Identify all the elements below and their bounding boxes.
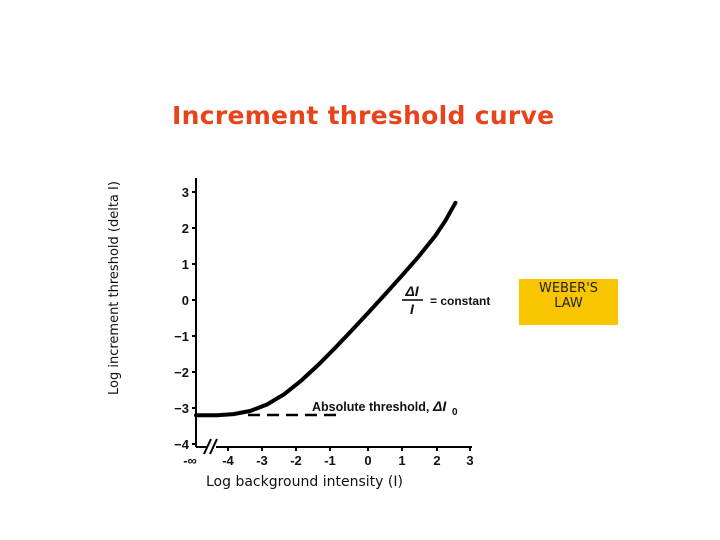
y-tick-label: 0 xyxy=(182,293,189,308)
axis-break-mark xyxy=(203,438,212,455)
x-tick-label: 2 xyxy=(433,453,440,468)
x-tick-label: -3 xyxy=(256,453,268,468)
y-tick-label: 3 xyxy=(182,185,189,200)
absolute-threshold-subscript: 0 xyxy=(452,407,458,418)
x-tick-label: -4 xyxy=(222,453,234,468)
weber-constant-text: = constant xyxy=(430,294,490,308)
ticks: 3 2 1 0 −1 −2 −3 −4-∞ -4 -3 -2 -1 0 1 2 3 xyxy=(174,185,473,468)
x-tick-label: 1 xyxy=(398,453,405,468)
threshold-curve xyxy=(194,200,458,418)
webers-law-callout: WEBER'S LAW xyxy=(519,279,618,325)
y-tick-label: −3 xyxy=(174,401,189,416)
y-tick-label: 1 xyxy=(182,257,189,272)
x-tick-label: -∞ xyxy=(183,453,197,468)
y-tick-label: 2 xyxy=(182,221,189,236)
x-tick-label: -1 xyxy=(324,453,336,468)
callout-line-2: LAW xyxy=(554,296,583,311)
weber-denominator: I xyxy=(410,301,415,317)
axis-break-mark xyxy=(209,438,218,455)
weber-numerator: ΔI xyxy=(404,283,419,299)
absolute-threshold-label: Absolute threshold, xyxy=(312,400,429,414)
x-tick-label: 0 xyxy=(364,453,371,468)
x-tick-label: -2 xyxy=(290,453,302,468)
y-tick-label: −2 xyxy=(174,365,189,380)
y-tick-label: −4 xyxy=(174,437,190,452)
y-tick-label: −1 xyxy=(174,329,189,344)
chart-title: Increment threshold curve xyxy=(172,101,555,130)
callout-line-1: WEBER'S xyxy=(538,281,599,296)
absolute-threshold-symbol: ΔI xyxy=(432,398,447,414)
x-axis-label: Log background intensity (I) xyxy=(206,474,403,490)
axes xyxy=(195,178,472,455)
x-tick-label: 3 xyxy=(466,453,473,468)
